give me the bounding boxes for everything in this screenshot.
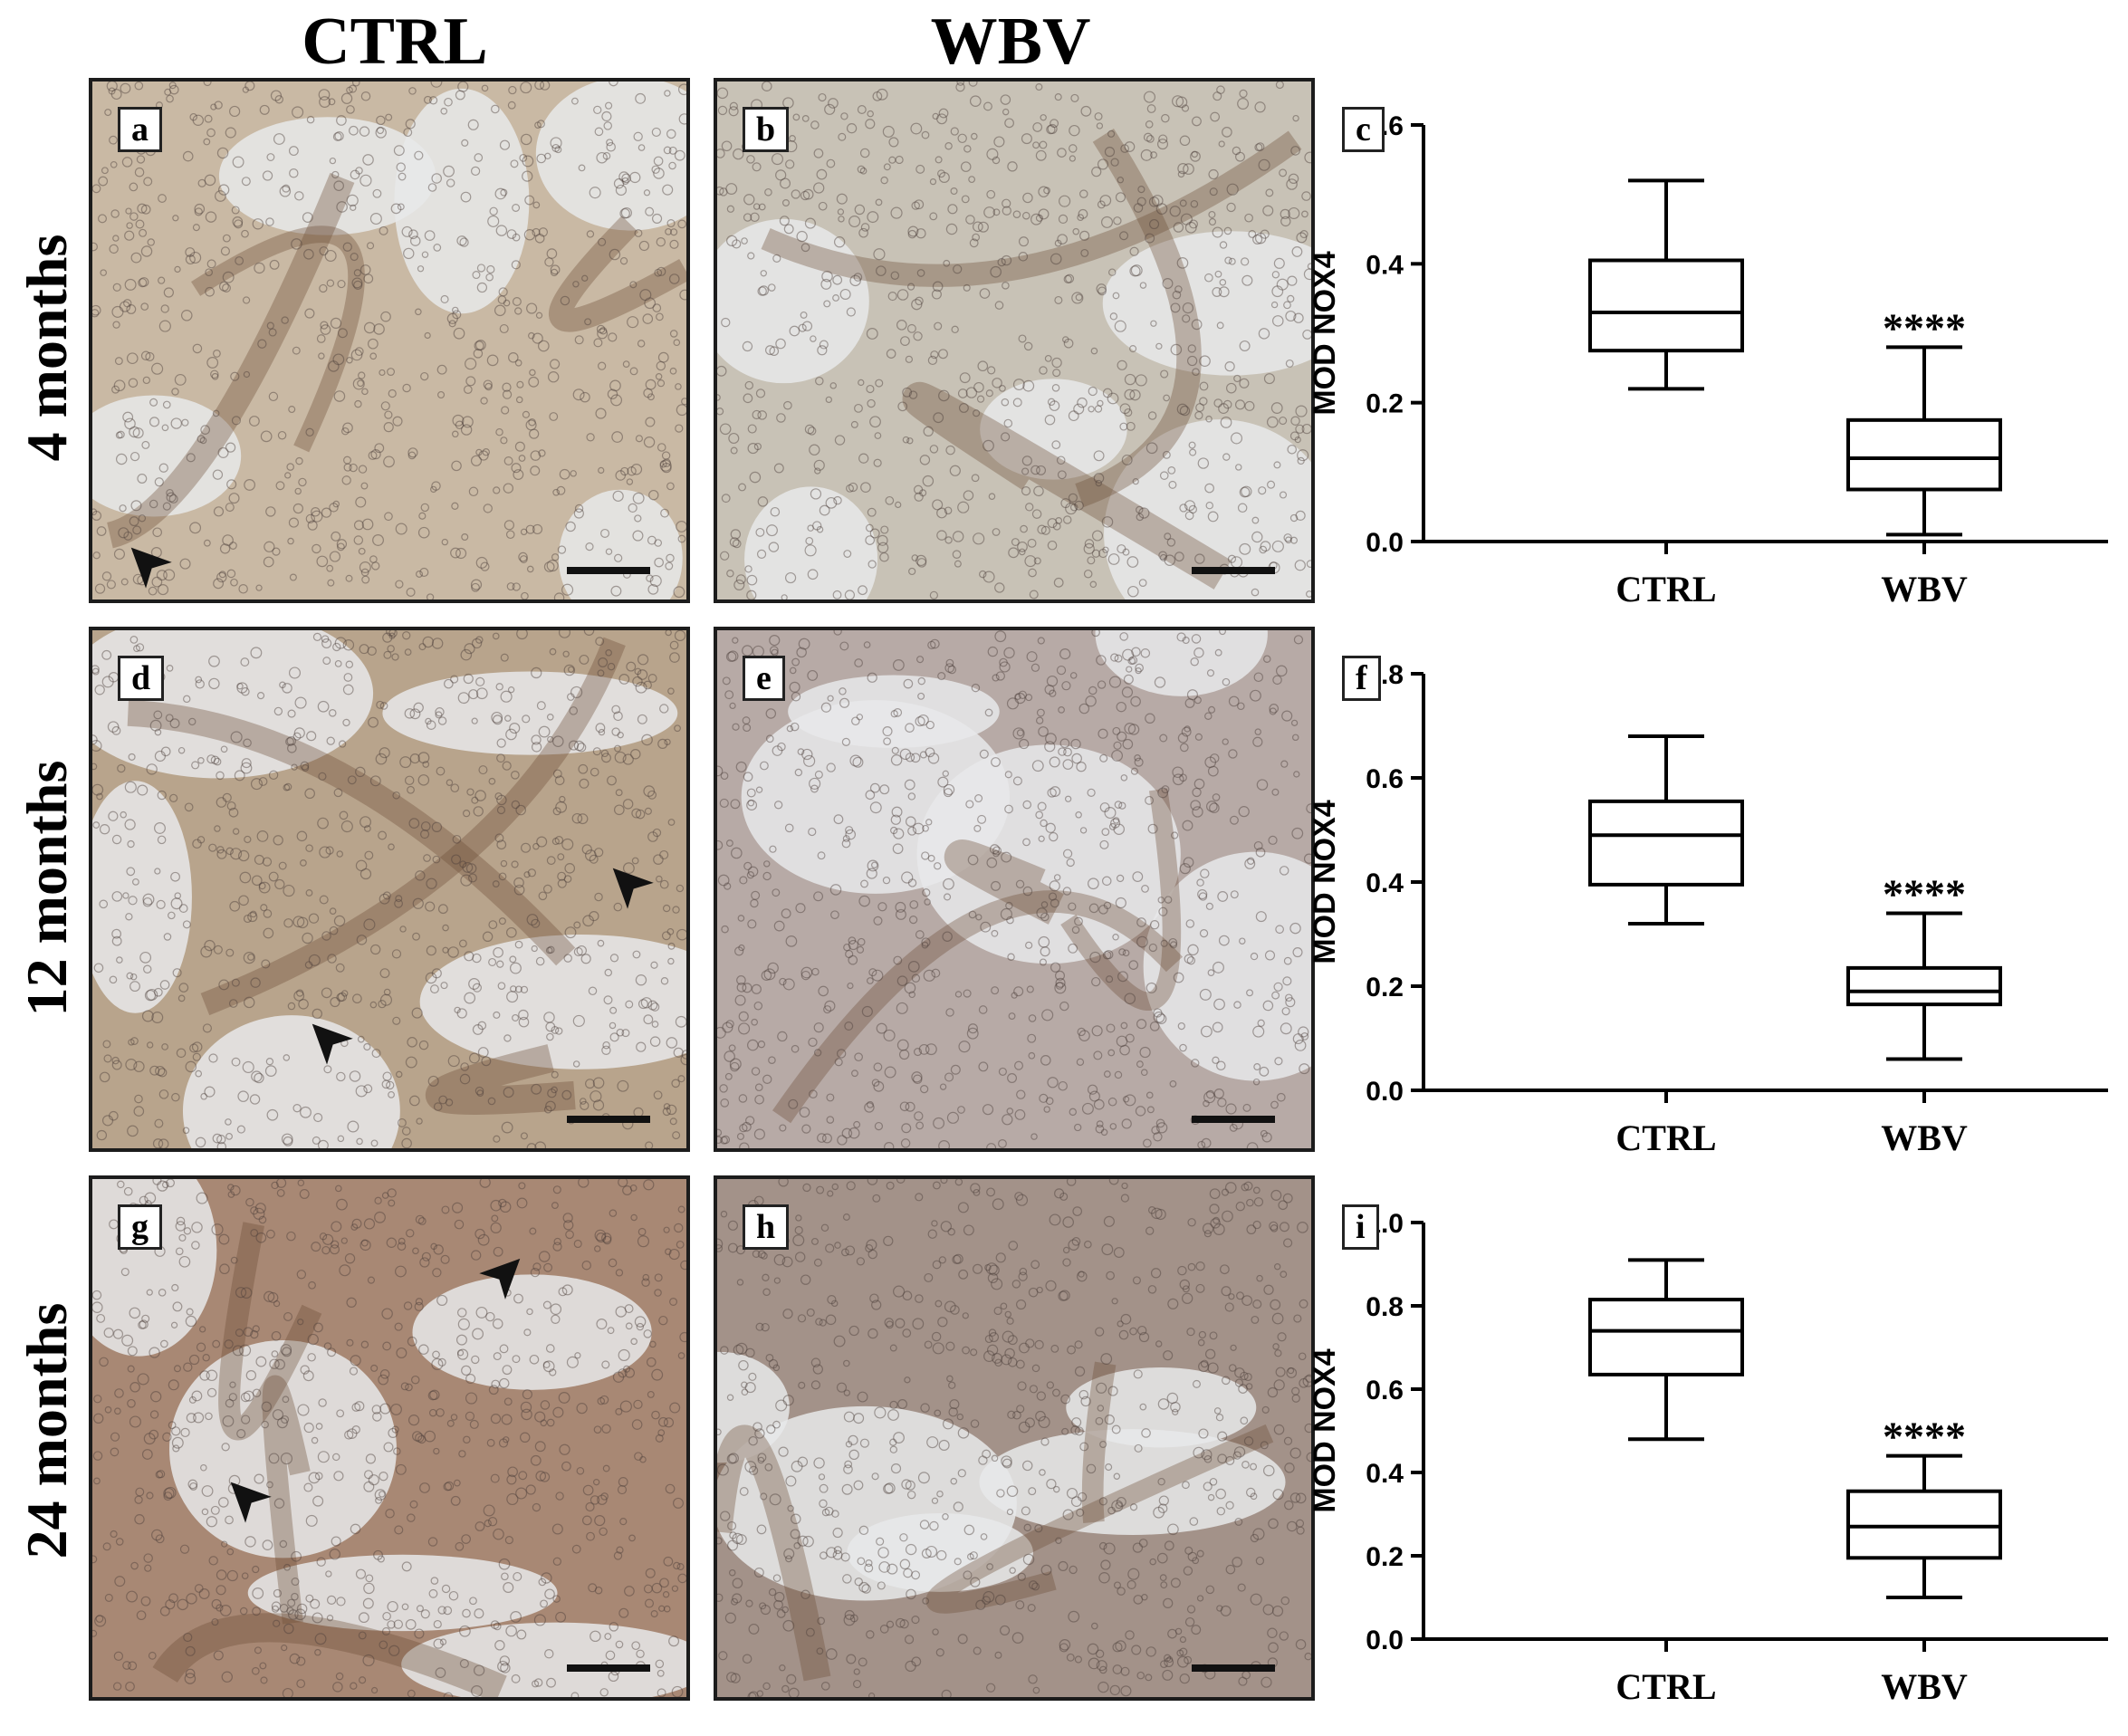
iqr-box — [1846, 1489, 2002, 1560]
y-tick-label: 0.2 — [1366, 1542, 1404, 1572]
x-tick-label: WBV — [1881, 1117, 1968, 1158]
box-wbv — [1846, 345, 2002, 537]
y-tick-label: 0.2 — [1366, 973, 1404, 1002]
x-tick-label: CTRL — [1615, 1666, 1716, 1707]
box-wbv — [1846, 1453, 2002, 1599]
micrograph-a: a ➤ — [89, 78, 690, 603]
panel-letter-b: b — [743, 107, 790, 152]
significance-annotation: **** — [1883, 871, 1966, 917]
tissue-texture — [717, 1179, 1311, 1697]
iqr-box — [1588, 799, 1744, 887]
y-tick-label: 0.6 — [1366, 1376, 1404, 1405]
micrograph-d: d ➤ ➤ — [89, 627, 690, 1152]
tissue-texture — [92, 1179, 686, 1697]
iqr-box — [1846, 417, 2002, 492]
y-tick-label: 0.2 — [1366, 389, 1404, 419]
box-ctrl — [1588, 1258, 1744, 1442]
panel-letter-c: c — [1342, 107, 1385, 152]
tissue-texture — [92, 630, 686, 1148]
micrograph-b: b — [714, 78, 1315, 603]
y-axis-label: MOD NOX4 — [1308, 1348, 1342, 1512]
x-tick-label: WBV — [1881, 569, 1968, 609]
panel-letter-f: f — [1342, 656, 1381, 701]
y-tick-label: 0.0 — [1366, 528, 1404, 558]
y-tick-label: 0.0 — [1366, 1626, 1404, 1655]
tissue-texture — [717, 82, 1311, 599]
y-axis-label: MOD NOX4 — [1308, 800, 1342, 964]
panel-letter-h: h — [743, 1204, 790, 1250]
y-axis-label: MOD NOX4 — [1308, 251, 1342, 415]
tissue-texture — [92, 82, 686, 599]
x-tick-label: CTRL — [1615, 1117, 1716, 1158]
x-tick-label: CTRL — [1615, 569, 1716, 609]
iqr-box — [1588, 258, 1744, 353]
iqr-box — [1846, 965, 2002, 1007]
y-tick-label: 0.4 — [1366, 1459, 1404, 1489]
x-tick-label: WBV — [1881, 1666, 1968, 1707]
panel-letter-a: a — [118, 107, 162, 152]
micrograph-g: g ➤ ➤ — [89, 1175, 690, 1701]
box-plot-i: 0.0 0.2 0.4 0.6 0.8 1.0 MOD NOX4 CTRL WBV **** i — [1308, 1197, 2119, 1731]
row-label-12-months: 12 months — [14, 760, 79, 1017]
panel-letter-e: e — [743, 656, 785, 701]
box-plot-c: 0.0 0.2 0.4 0.6 MOD NOX4 CTRL WBV **** c — [1308, 100, 2119, 643]
tissue-texture — [717, 630, 1311, 1148]
box-wbv — [1846, 911, 2002, 1061]
scale-bar — [567, 567, 650, 574]
y-tick-label: 0.4 — [1366, 868, 1404, 898]
significance-annotation: **** — [1883, 304, 1966, 350]
y-tick-label: 0.8 — [1366, 1292, 1404, 1322]
box-ctrl — [1588, 734, 1744, 926]
significance-annotation: **** — [1883, 1414, 1966, 1460]
column-header-wbv: WBV — [930, 5, 1091, 79]
panel-letter-d: d — [118, 656, 165, 701]
scale-bar — [1192, 1116, 1275, 1123]
panel-letter-i: i — [1342, 1204, 1379, 1250]
panel-letter-g: g — [118, 1204, 162, 1250]
row-label-24-months: 24 months — [14, 1302, 79, 1559]
y-tick-label: 0.0 — [1366, 1077, 1404, 1107]
y-tick-label: 0.4 — [1366, 250, 1404, 280]
micrograph-e: e — [714, 627, 1315, 1152]
box-plot-f: 0.0 0.2 0.4 0.6 0.8 MOD NOX4 CTRL WBV **** f — [1308, 648, 2119, 1192]
iqr-box — [1588, 1298, 1744, 1376]
row-label-4-months: 4 months — [14, 234, 79, 462]
column-header-ctrl: CTRL — [302, 5, 488, 79]
scale-bar — [1192, 1664, 1275, 1672]
scale-bar — [567, 1664, 650, 1672]
scale-bar — [567, 1116, 650, 1123]
micrograph-h: h — [714, 1175, 1315, 1701]
y-tick-label: 0.6 — [1366, 764, 1404, 794]
scale-bar — [1192, 567, 1275, 574]
box-ctrl — [1588, 178, 1744, 391]
